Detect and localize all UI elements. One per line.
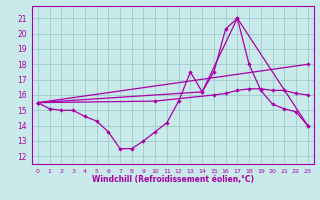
X-axis label: Windchill (Refroidissement éolien,°C): Windchill (Refroidissement éolien,°C): [92, 175, 254, 184]
